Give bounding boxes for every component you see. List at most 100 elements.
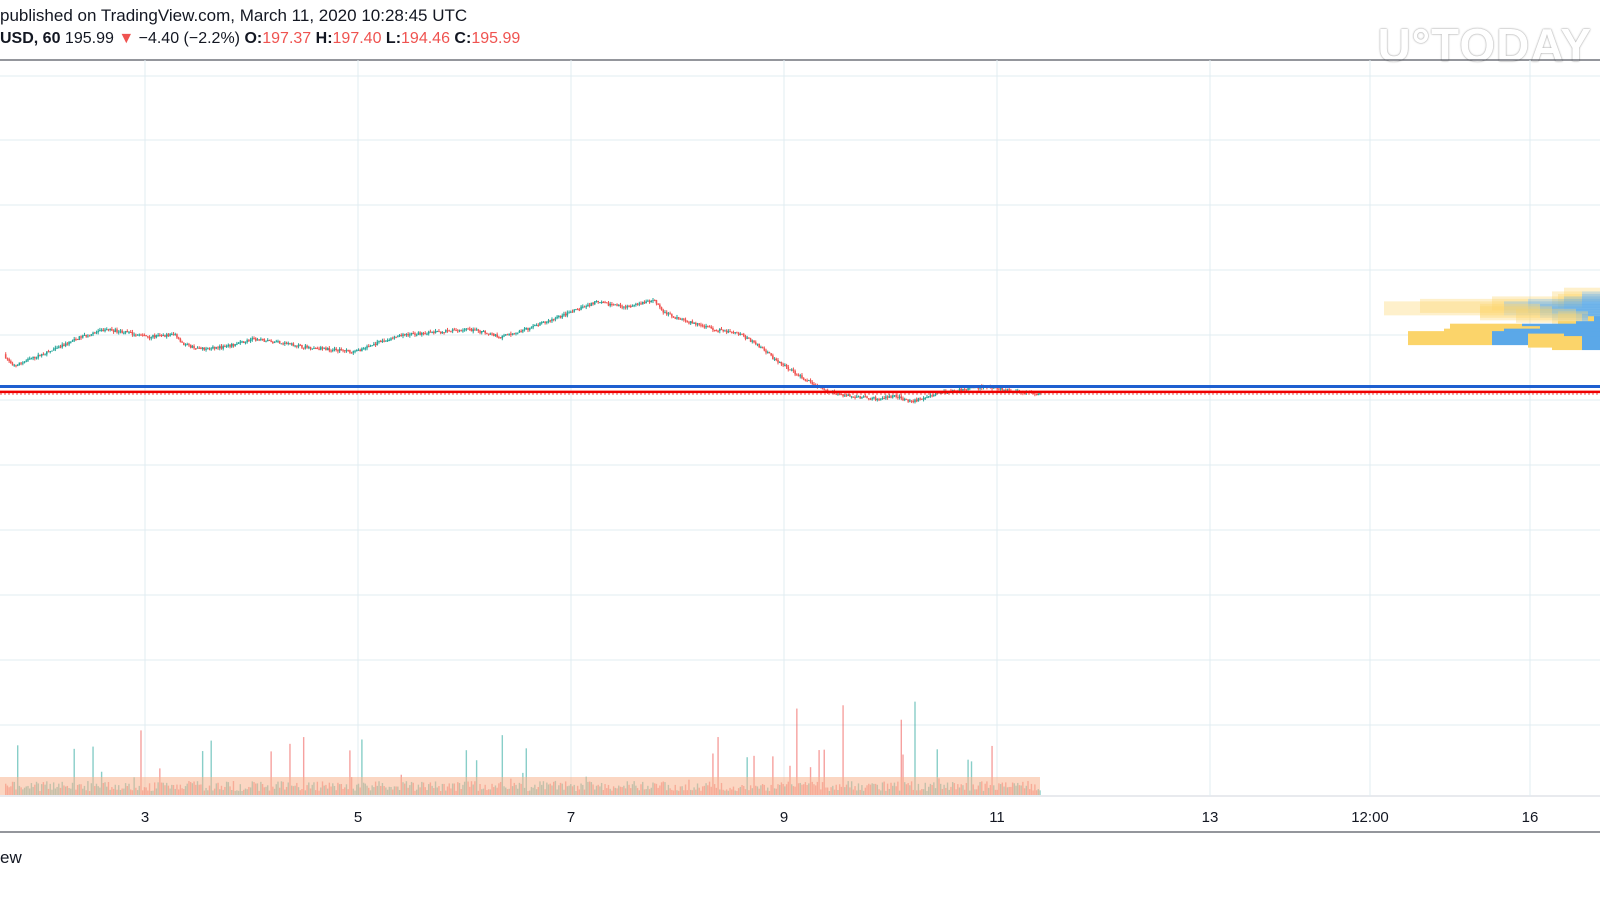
candle-body	[751, 340, 754, 342]
candle-body	[843, 395, 846, 397]
candle-body	[576, 309, 579, 311]
candle-body	[176, 334, 178, 338]
candle-body	[253, 337, 255, 339]
candle-body	[311, 348, 314, 350]
candle-body	[676, 317, 678, 319]
candle-body	[573, 309, 576, 312]
candle-body	[242, 341, 245, 343]
candle-body	[631, 305, 634, 307]
candle-body	[736, 332, 738, 334]
candle-body	[184, 344, 187, 346]
candle-body	[93, 332, 96, 334]
close-label: C:	[454, 30, 472, 47]
candle-body	[59, 346, 62, 348]
candle-body	[566, 312, 569, 316]
volume-profile-bar	[1528, 298, 1600, 313]
candle-body	[431, 331, 433, 333]
candle-body	[809, 380, 812, 383]
candle-body	[600, 301, 603, 303]
candle-body	[931, 395, 933, 397]
candle-body	[345, 349, 348, 352]
candle-body	[1008, 389, 1010, 391]
x-tick-label: 12:00	[1351, 809, 1389, 826]
candle-body	[717, 330, 719, 332]
candle-body	[739, 333, 742, 335]
candle-body	[75, 338, 77, 340]
candle-body	[201, 347, 204, 350]
candle-body	[155, 335, 158, 338]
candle-body	[578, 309, 581, 311]
candle-body	[602, 301, 605, 303]
candle-body	[667, 313, 670, 315]
candle-body	[302, 347, 305, 349]
x-tick-label: 9	[780, 809, 788, 826]
candle-body	[6, 358, 9, 360]
candle-body	[593, 301, 596, 305]
volume-bar	[823, 749, 825, 795]
candle-body	[63, 344, 65, 347]
candle-body	[487, 333, 490, 335]
candle-body	[325, 347, 327, 351]
candle-body	[801, 375, 803, 379]
candle-body	[655, 300, 658, 304]
x-tick-label: 7	[567, 809, 575, 826]
candle-body	[321, 347, 324, 349]
candle-body	[138, 334, 141, 336]
candle-body	[439, 331, 442, 334]
candle-body	[237, 342, 240, 344]
candle-body	[465, 328, 468, 330]
candle-body	[849, 394, 851, 397]
price-change: −4.40 (−2.2%)	[138, 30, 241, 47]
candle-body	[13, 365, 16, 367]
candle-body	[934, 394, 937, 396]
candle-body	[568, 312, 570, 314]
volume-profile-bar	[1384, 301, 1504, 316]
candle-body	[898, 396, 901, 398]
candle-body	[109, 328, 111, 331]
candle-body	[198, 347, 201, 349]
candle-body	[379, 341, 382, 343]
candle-body	[722, 329, 725, 332]
candle-body	[369, 345, 372, 347]
candle-body	[491, 333, 493, 335]
volume-bar	[210, 740, 212, 795]
candle-body	[902, 398, 904, 401]
candle-body	[206, 348, 209, 350]
candle-body	[273, 342, 276, 344]
candle-body	[929, 395, 932, 397]
candle-body	[268, 339, 271, 341]
candle-body	[468, 328, 471, 330]
candle-body	[172, 334, 175, 336]
candle-body	[328, 348, 331, 351]
candle-body	[540, 322, 543, 324]
candle-body	[958, 388, 961, 392]
candle-body	[145, 335, 147, 337]
candle-body	[890, 396, 892, 398]
candle-body	[37, 354, 40, 358]
candle-body	[474, 329, 476, 331]
candle-body	[97, 330, 99, 333]
candle-body	[611, 303, 613, 305]
open-label: O:	[244, 30, 263, 47]
x-tick-label: 13	[1202, 809, 1219, 826]
candle-body	[706, 325, 709, 327]
candle-body	[128, 331, 130, 333]
candle-body	[862, 396, 865, 398]
candle-body	[838, 393, 841, 395]
candle-body	[768, 352, 771, 354]
candle-body	[472, 329, 474, 332]
candle-body	[588, 304, 591, 306]
candle-body	[789, 369, 791, 371]
candle-body	[105, 329, 108, 331]
volume-bar	[501, 735, 504, 795]
candle-body	[371, 345, 373, 347]
candle-body	[879, 399, 882, 401]
candle-body	[85, 334, 87, 337]
candle-body	[455, 330, 457, 332]
candle-body	[350, 352, 353, 354]
volume-bar	[302, 737, 305, 795]
candle-body	[614, 304, 617, 306]
candle-body	[308, 346, 310, 348]
candle-body	[761, 346, 764, 349]
